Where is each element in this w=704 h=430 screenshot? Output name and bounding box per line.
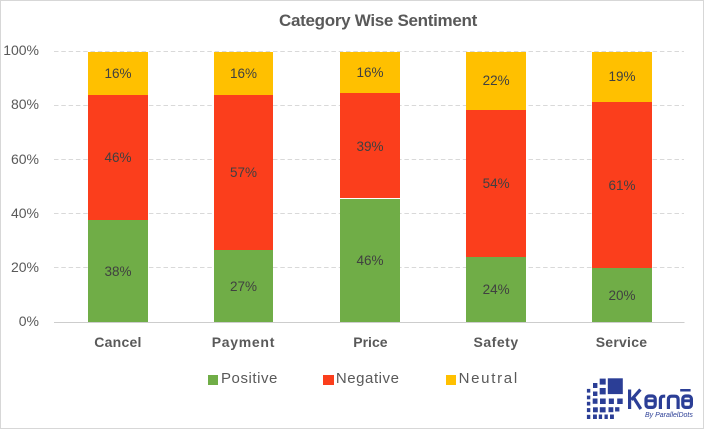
svg-text:By ParallelDots: By ParallelDots (645, 412, 693, 419)
